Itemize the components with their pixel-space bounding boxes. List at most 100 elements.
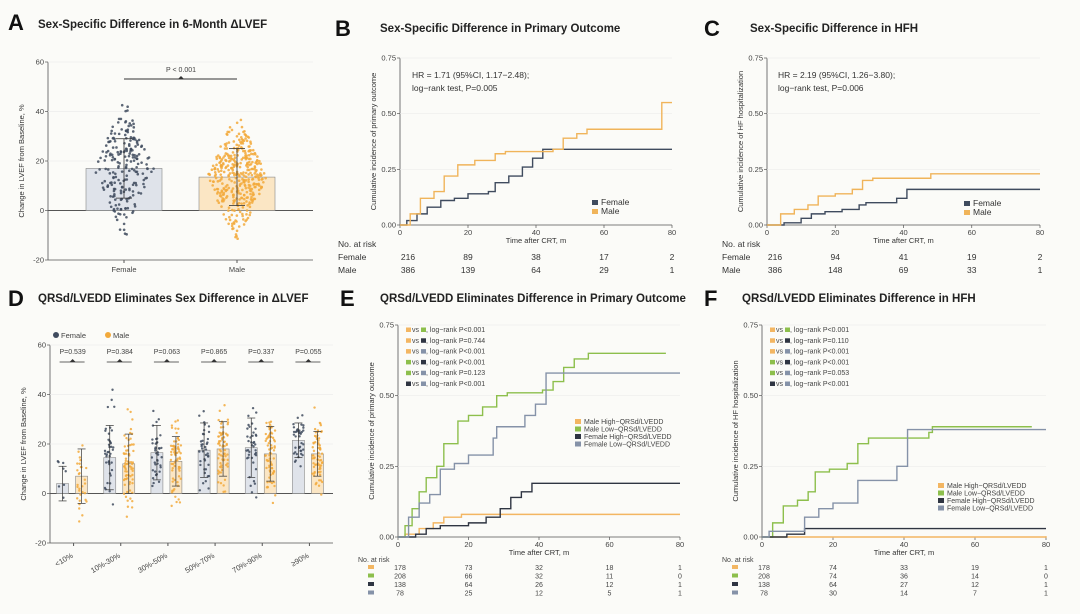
data-point <box>265 466 268 470</box>
data-point <box>126 206 130 210</box>
comparison-pvalue: , log−rank P<0.001 <box>426 359 485 366</box>
data-point <box>312 441 315 444</box>
data-point <box>109 152 112 155</box>
data-point <box>253 482 257 485</box>
comparison-swatch <box>421 381 426 386</box>
data-point <box>109 195 112 198</box>
x-tick-label: 0 <box>396 540 400 549</box>
data-point <box>266 444 269 447</box>
risk-count: 1 <box>678 591 682 598</box>
significance-marker <box>178 76 184 79</box>
comparison-swatch <box>785 381 790 386</box>
data-point <box>175 431 178 435</box>
data-point <box>213 188 217 191</box>
data-point <box>170 462 173 466</box>
data-point <box>131 481 134 485</box>
data-point <box>177 475 181 478</box>
data-point <box>242 223 246 226</box>
data-point <box>223 404 226 407</box>
comparison-swatch <box>421 359 426 365</box>
data-point <box>151 442 154 445</box>
data-point <box>201 450 205 453</box>
significance-marker <box>211 359 218 362</box>
risk-count: 386 <box>401 265 415 275</box>
data-point <box>241 188 244 192</box>
data-point <box>109 139 112 143</box>
y-tick-label: 40 <box>38 390 46 399</box>
data-point <box>299 449 303 453</box>
data-point <box>155 473 158 476</box>
x-tick-label: 60 <box>971 540 979 549</box>
data-point <box>226 421 230 424</box>
data-point <box>153 470 157 473</box>
data-point <box>242 197 246 201</box>
data-point <box>230 128 234 132</box>
x-tick-label: 20 <box>464 228 472 237</box>
data-point <box>147 156 151 159</box>
data-point <box>267 441 271 445</box>
data-point <box>113 198 117 201</box>
data-point <box>242 171 245 174</box>
data-point <box>104 155 108 158</box>
data-point <box>199 459 202 463</box>
risk-count: 74 <box>829 565 837 572</box>
data-point <box>272 480 276 484</box>
data-point <box>122 222 126 226</box>
x-tick-label: 40 <box>900 540 908 549</box>
data-point <box>170 453 173 456</box>
y-tick-label: 0 <box>40 206 44 215</box>
risk-count: 74 <box>829 574 837 581</box>
data-point <box>206 452 209 455</box>
data-point <box>227 130 231 134</box>
data-point <box>234 235 237 239</box>
data-point <box>270 446 274 450</box>
data-point <box>250 198 254 202</box>
risk-row-label: Female <box>338 252 367 262</box>
panel-c: C Sex-Specific Difference in HFH 0.00 0.25 0… <box>704 16 1044 275</box>
data-point <box>116 121 120 124</box>
legend-swatch <box>592 200 598 205</box>
data-point <box>252 182 256 185</box>
data-point <box>318 473 322 476</box>
data-point <box>239 192 242 196</box>
data-point <box>120 128 123 131</box>
data-point <box>246 449 250 452</box>
data-point <box>318 467 321 471</box>
data-point <box>254 161 258 165</box>
data-point <box>126 505 130 508</box>
data-point <box>269 420 273 423</box>
data-point <box>169 458 173 462</box>
data-point <box>173 464 176 468</box>
data-point <box>242 180 246 184</box>
data-point <box>317 442 320 445</box>
data-point <box>198 450 201 453</box>
data-point <box>151 469 155 472</box>
data-point <box>78 462 81 465</box>
data-point <box>255 169 258 172</box>
risk-count: 69 <box>899 265 909 275</box>
data-point <box>127 154 131 158</box>
data-point <box>159 464 162 467</box>
risk-row-label: Male <box>722 265 741 275</box>
data-point <box>131 183 135 187</box>
data-point <box>245 154 248 157</box>
data-point <box>252 197 256 201</box>
data-point <box>319 424 323 427</box>
data-point <box>255 496 258 499</box>
data-point <box>206 437 210 441</box>
data-point <box>108 490 111 493</box>
legend-swatch <box>575 419 581 424</box>
data-point <box>272 438 276 442</box>
x-tick-label: 80 <box>668 228 676 237</box>
comparison-swatch <box>785 327 790 332</box>
risk-count: 0 <box>678 574 682 581</box>
data-point <box>123 141 126 145</box>
data-point <box>311 457 314 460</box>
comparison-pvalue: , log−rank P=0.744 <box>426 338 485 345</box>
comparison-swatch <box>785 349 790 354</box>
risk-count: 148 <box>828 265 842 275</box>
data-point <box>217 481 220 484</box>
data-point <box>219 454 223 457</box>
risk-table-title: No. at risk <box>722 557 754 564</box>
data-point <box>106 451 109 454</box>
